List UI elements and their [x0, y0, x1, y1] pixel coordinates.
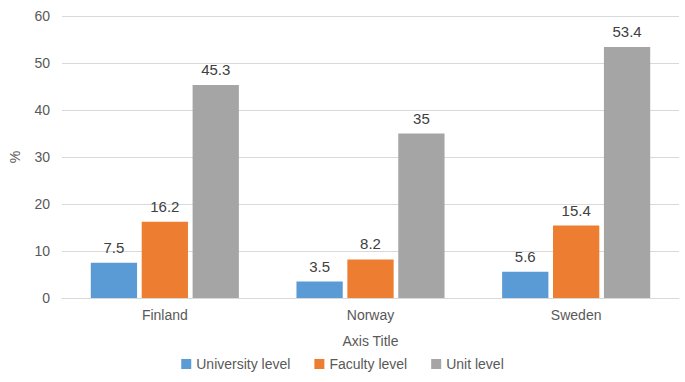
- svg-text:3.5: 3.5: [309, 258, 330, 275]
- svg-text:%: %: [7, 151, 23, 163]
- svg-text:5.6: 5.6: [515, 248, 536, 265]
- svg-text:Sweden: Sweden: [551, 307, 602, 323]
- svg-text:45.3: 45.3: [201, 61, 230, 78]
- svg-text:University level: University level: [196, 356, 290, 372]
- svg-text:35: 35: [413, 110, 430, 127]
- svg-text:10: 10: [34, 243, 50, 259]
- svg-text:16.2: 16.2: [150, 198, 179, 215]
- svg-text:Unit level: Unit level: [446, 356, 504, 372]
- svg-text:Faculty level: Faculty level: [329, 356, 407, 372]
- svg-text:53.4: 53.4: [612, 23, 641, 40]
- svg-text:Axis Title: Axis Title: [342, 333, 398, 349]
- svg-text:50: 50: [34, 55, 50, 71]
- svg-text:30: 30: [34, 149, 50, 165]
- svg-text:60: 60: [34, 8, 50, 24]
- svg-text:15.4: 15.4: [562, 202, 591, 219]
- svg-text:20: 20: [34, 196, 50, 212]
- svg-text:40: 40: [34, 102, 50, 118]
- svg-text:Finland: Finland: [142, 307, 188, 323]
- svg-text:7.5: 7.5: [104, 239, 125, 256]
- svg-text:0: 0: [42, 290, 50, 306]
- svg-text:8.2: 8.2: [360, 235, 381, 252]
- svg-text:Norway: Norway: [347, 307, 394, 323]
